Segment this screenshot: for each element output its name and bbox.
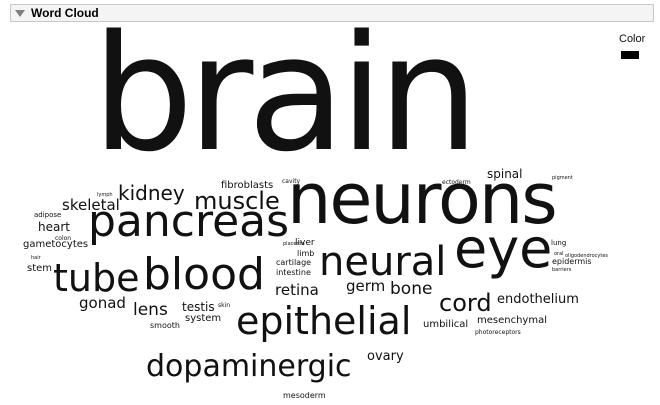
word-oligodendrocytes[interactable]: oligodendrocytes	[565, 253, 609, 259]
word-epithelial[interactable]: epithelial	[236, 299, 412, 343]
word-intestine[interactable]: intestine	[276, 268, 311, 277]
word-lung[interactable]: lung	[551, 239, 567, 247]
word-endothelium[interactable]: endothelium	[497, 292, 579, 307]
word-photoreceptors[interactable]: photoreceptors	[475, 329, 521, 336]
word-mesoderm[interactable]: mesoderm	[283, 391, 326, 400]
word-blood[interactable]: blood	[143, 249, 265, 300]
word-gametocytes[interactable]: gametocytes	[23, 239, 89, 250]
word-pancreas[interactable]: pancreas	[88, 196, 290, 247]
word-skin[interactable]: skin	[218, 302, 231, 309]
word-kidney[interactable]: kidney	[118, 181, 185, 205]
disclosure-triangle-down-icon[interactable]	[15, 9, 25, 17]
word-gonad[interactable]: gonad	[79, 294, 126, 312]
word-germ[interactable]: germ	[346, 277, 386, 295]
word-hair[interactable]: hair	[31, 255, 41, 261]
word-adipose[interactable]: adipose	[34, 211, 62, 219]
word-stem[interactable]: stem	[27, 263, 53, 274]
word-tube[interactable]: tube	[53, 256, 140, 300]
word-lymph[interactable]: lymph	[97, 192, 113, 198]
legend-color-swatch	[621, 51, 639, 59]
word-smooth[interactable]: smooth	[150, 321, 180, 330]
word-brain[interactable]: brain	[92, 0, 479, 187]
word-spinal[interactable]: spinal	[487, 167, 523, 181]
legend-title: Color	[619, 33, 646, 45]
word-liver[interactable]: liver	[295, 238, 315, 248]
word-limb[interactable]: limb	[297, 249, 315, 258]
panel-header[interactable]: Word Cloud	[10, 4, 654, 22]
word-system[interactable]: system	[185, 313, 222, 324]
word-cartilage[interactable]: cartilage	[276, 258, 312, 267]
word-bone[interactable]: bone	[390, 279, 433, 299]
word-skeletal[interactable]: skeletal	[62, 196, 120, 214]
word-muscle[interactable]: muscle	[194, 187, 280, 215]
word-mesenchymal[interactable]: mesenchymal	[477, 315, 547, 326]
panel-title: Word Cloud	[31, 6, 99, 20]
word-barriers[interactable]: barriers	[552, 267, 572, 273]
word-colon[interactable]: colon	[55, 235, 72, 242]
word-cavity[interactable]: cavity	[282, 178, 301, 185]
word-fibroblasts[interactable]: fibroblasts	[221, 180, 274, 191]
word-neurons[interactable]: neurons	[287, 158, 558, 240]
word-eye[interactable]: eye	[454, 217, 553, 280]
word-pigment[interactable]: pigment	[552, 175, 573, 181]
word-heart[interactable]: heart	[38, 220, 70, 234]
word-dopaminergic[interactable]: dopaminergic	[146, 349, 352, 384]
word-ectoderm[interactable]: ectoderm	[442, 179, 471, 186]
word-ovary[interactable]: ovary	[367, 349, 404, 364]
word-lens[interactable]: lens	[133, 300, 168, 320]
word-umbilical[interactable]: umbilical	[423, 319, 469, 330]
word-oral[interactable]: oral	[554, 251, 564, 257]
word-testis[interactable]: testis	[182, 300, 215, 314]
word-neural[interactable]: neural	[319, 239, 447, 285]
word-epidermis[interactable]: epidermis	[552, 257, 592, 266]
word-placenta[interactable]: placenta	[283, 241, 305, 247]
word-retina[interactable]: retina	[275, 281, 319, 299]
word-cord[interactable]: cord	[439, 289, 492, 317]
